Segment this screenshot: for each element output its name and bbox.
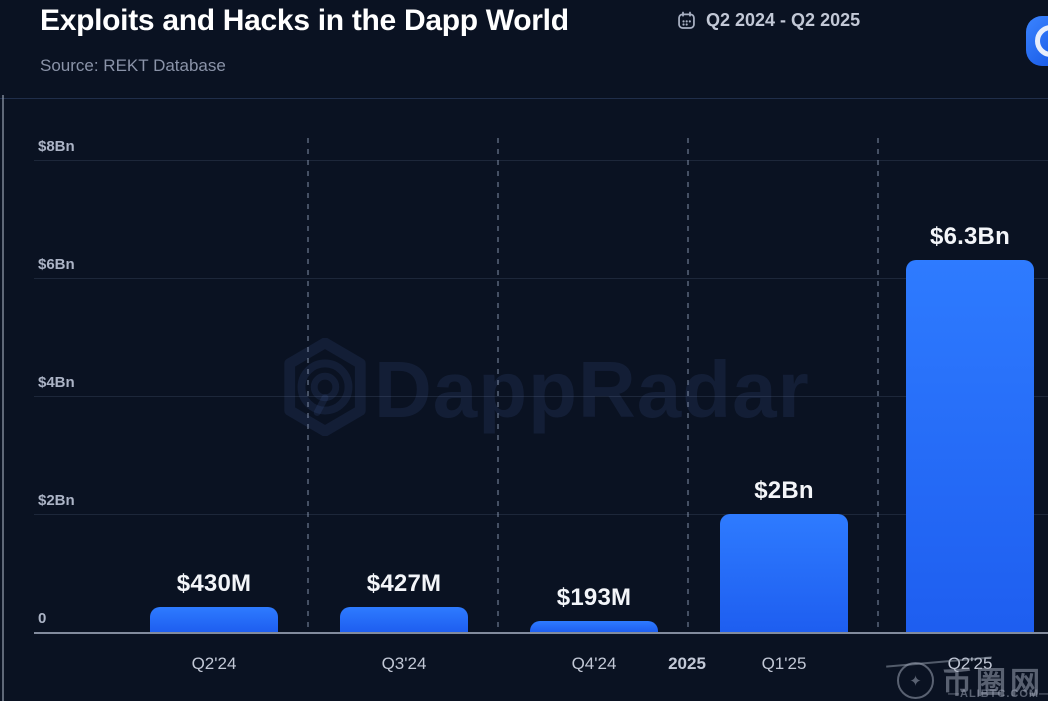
bar-value-label: $2Bn	[754, 477, 814, 504]
y-axis-label: $2Bn	[38, 492, 75, 509]
plot-area: $8Bn $6Bn $4Bn $2Bn 0 $430M Q2'24 $427M Q3'24 $19…	[0, 98, 1048, 701]
dappradar-watermark-icon	[276, 337, 374, 441]
dappradar-logo[interactable]	[1026, 16, 1048, 66]
calendar-icon	[676, 10, 697, 31]
header-divider	[0, 98, 1048, 99]
corner-watermark-domain: —ALIBTC.COM—	[948, 688, 1048, 700]
bar-value-label: $427M	[366, 569, 442, 597]
x-tick-label: Q4'24	[571, 654, 617, 673]
y-axis-label: $8Bn	[38, 138, 75, 155]
bar-q4-24[interactable]	[530, 620, 658, 632]
page-subtitle: Source: REKT Database	[40, 56, 226, 75]
dappradar-watermark-text: DappRadar	[374, 345, 810, 434]
dappradar-watermark: DappRadar	[0, 98, 1048, 701]
dappradar-logo-ring	[1035, 25, 1048, 57]
star-icon: ✦	[909, 672, 922, 690]
date-range-label: Q2 2024 - Q2 2025	[706, 10, 861, 30]
y-gridline	[34, 396, 1048, 397]
date-range-selector[interactable]: Q2 2024 - Q2 2025	[676, 10, 860, 31]
bar-q2-24[interactable]	[150, 606, 278, 632]
x-tick-label: Q3'24	[381, 654, 427, 673]
quarter-separator-line	[687, 138, 689, 632]
x-tick-label: Q1'25	[761, 654, 807, 673]
header: Exploits and Hacks in the Dapp World Sou…	[0, 0, 1048, 98]
corner-watermark-icon: ✦	[897, 662, 934, 699]
quarter-separator-line	[497, 138, 499, 632]
quarter-separator-line	[877, 138, 879, 632]
y-gridline	[34, 514, 1048, 515]
y-gridline	[34, 278, 1048, 279]
page-title: Exploits and Hacks in the Dapp World	[40, 4, 569, 37]
bar-value-label: $193M	[556, 583, 632, 611]
corner-watermark-site: 币圈网	[942, 667, 1044, 700]
x-axis-line	[34, 632, 1048, 634]
quarter-separator-line	[307, 138, 309, 632]
bar-q3-24[interactable]	[340, 606, 468, 632]
window-edge-line	[2, 95, 4, 701]
bar-value-label: $430M	[176, 569, 252, 597]
bar-value-label: $6.3Bn	[930, 223, 1010, 251]
y-axis-label: $6Bn	[38, 256, 75, 273]
y-axis-label: $4Bn	[38, 374, 75, 391]
bar-q1-25[interactable]	[720, 514, 848, 632]
y-axis-label: 0	[38, 610, 47, 627]
year-marker-label: 2025	[668, 654, 706, 673]
bar-q2-25[interactable]	[906, 260, 1034, 632]
y-gridline	[34, 160, 1048, 161]
x-tick-label: Q2'24	[191, 654, 237, 673]
